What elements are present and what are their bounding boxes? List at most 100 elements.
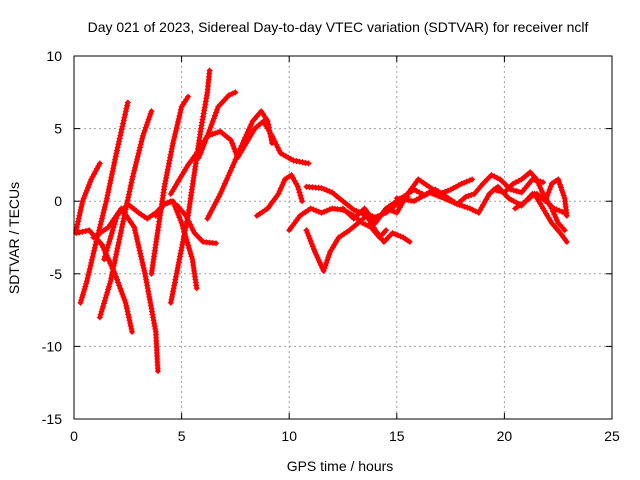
data-point: [83, 187, 90, 194]
data-point: [296, 158, 303, 165]
data-point: [119, 291, 126, 298]
data-point: [200, 113, 207, 120]
data-point: [213, 240, 219, 247]
data-point: [97, 311, 104, 318]
data-point: [142, 270, 148, 277]
data-point: [76, 229, 83, 236]
data-point: [79, 291, 86, 298]
x-tick-label: 25: [604, 428, 620, 444]
data-point: [121, 114, 128, 121]
data-point: [100, 209, 107, 216]
data-point: [212, 130, 219, 137]
data-point: [112, 254, 119, 261]
data-point: [313, 251, 320, 258]
data-point: [563, 212, 570, 219]
data-point: [171, 200, 178, 207]
data-point: [279, 182, 286, 189]
data-point: [79, 198, 86, 205]
data-point: [236, 148, 243, 155]
data-point: [203, 135, 210, 142]
data-point: [112, 156, 119, 163]
data-point: [140, 130, 147, 137]
data-point: [269, 140, 275, 147]
data-point: [177, 253, 183, 260]
data-point: [187, 221, 194, 228]
data-point: [103, 195, 110, 202]
data-point: [551, 211, 558, 218]
data-point: [469, 176, 476, 183]
data-point: [113, 215, 120, 222]
data-point: [142, 124, 149, 131]
data-point: [89, 173, 96, 180]
data-point: [101, 300, 107, 307]
data-point: [152, 326, 159, 332]
data-point: [170, 288, 177, 295]
data-point: [108, 174, 115, 181]
data-point: [462, 193, 469, 200]
data-point: [112, 257, 118, 264]
data-point: [222, 180, 228, 187]
data-point: [176, 112, 183, 119]
data-point: [177, 250, 184, 257]
data-point: [112, 218, 119, 225]
data-point: [472, 208, 479, 215]
data-point: [219, 185, 226, 192]
series-arc-9: [152, 198, 200, 292]
data-point: [320, 267, 327, 274]
data-point: [265, 121, 272, 128]
data-point: [461, 203, 468, 210]
data-point: [204, 132, 211, 139]
data-point: [209, 118, 216, 125]
data-point: [161, 183, 168, 190]
data-point: [323, 187, 330, 194]
data-point: [314, 254, 321, 261]
data-point: [115, 279, 122, 286]
data-point: [207, 124, 214, 131]
data-point: [105, 241, 112, 248]
data-point: [95, 163, 102, 170]
data-point: [122, 111, 129, 118]
data-point: [230, 161, 237, 168]
data-point: [124, 308, 131, 315]
data-point: [181, 231, 188, 238]
data-point: [429, 190, 436, 197]
data-point: [540, 179, 547, 186]
y-tick-label: -5: [50, 266, 63, 282]
data-point: [391, 208, 398, 215]
data-point: [140, 265, 147, 271]
data-point: [559, 208, 565, 215]
data-point: [148, 108, 155, 115]
data-point: [545, 189, 552, 196]
data-point: [110, 268, 117, 275]
data-point: [323, 259, 330, 266]
data-point: [94, 165, 100, 172]
data-point: [306, 235, 313, 242]
data-point: [82, 190, 89, 196]
series-arc-4: [148, 93, 192, 277]
data-point: [125, 314, 132, 321]
data-point: [202, 138, 209, 145]
data-point: [83, 278, 90, 285]
series-arc-6: [73, 227, 136, 335]
data-point: [154, 368, 161, 375]
data-point: [295, 186, 302, 193]
data-point: [166, 157, 173, 164]
data-point: [97, 221, 104, 228]
data-point: [172, 203, 179, 210]
data-point: [98, 218, 105, 225]
data-series: [73, 67, 570, 375]
data-point: [552, 214, 559, 221]
data-point: [161, 201, 168, 208]
x-tick-label: 0: [70, 428, 78, 444]
data-point: [266, 127, 273, 134]
data-point: [190, 227, 197, 234]
data-point: [75, 218, 82, 225]
data-point: [268, 137, 275, 143]
data-point: [450, 185, 457, 192]
data-point: [167, 154, 174, 161]
data-point: [170, 140, 176, 147]
data-point: [136, 147, 143, 154]
data-point: [290, 157, 297, 164]
x-axis-label: GPS time / hours: [287, 458, 394, 474]
data-point: [273, 141, 280, 148]
